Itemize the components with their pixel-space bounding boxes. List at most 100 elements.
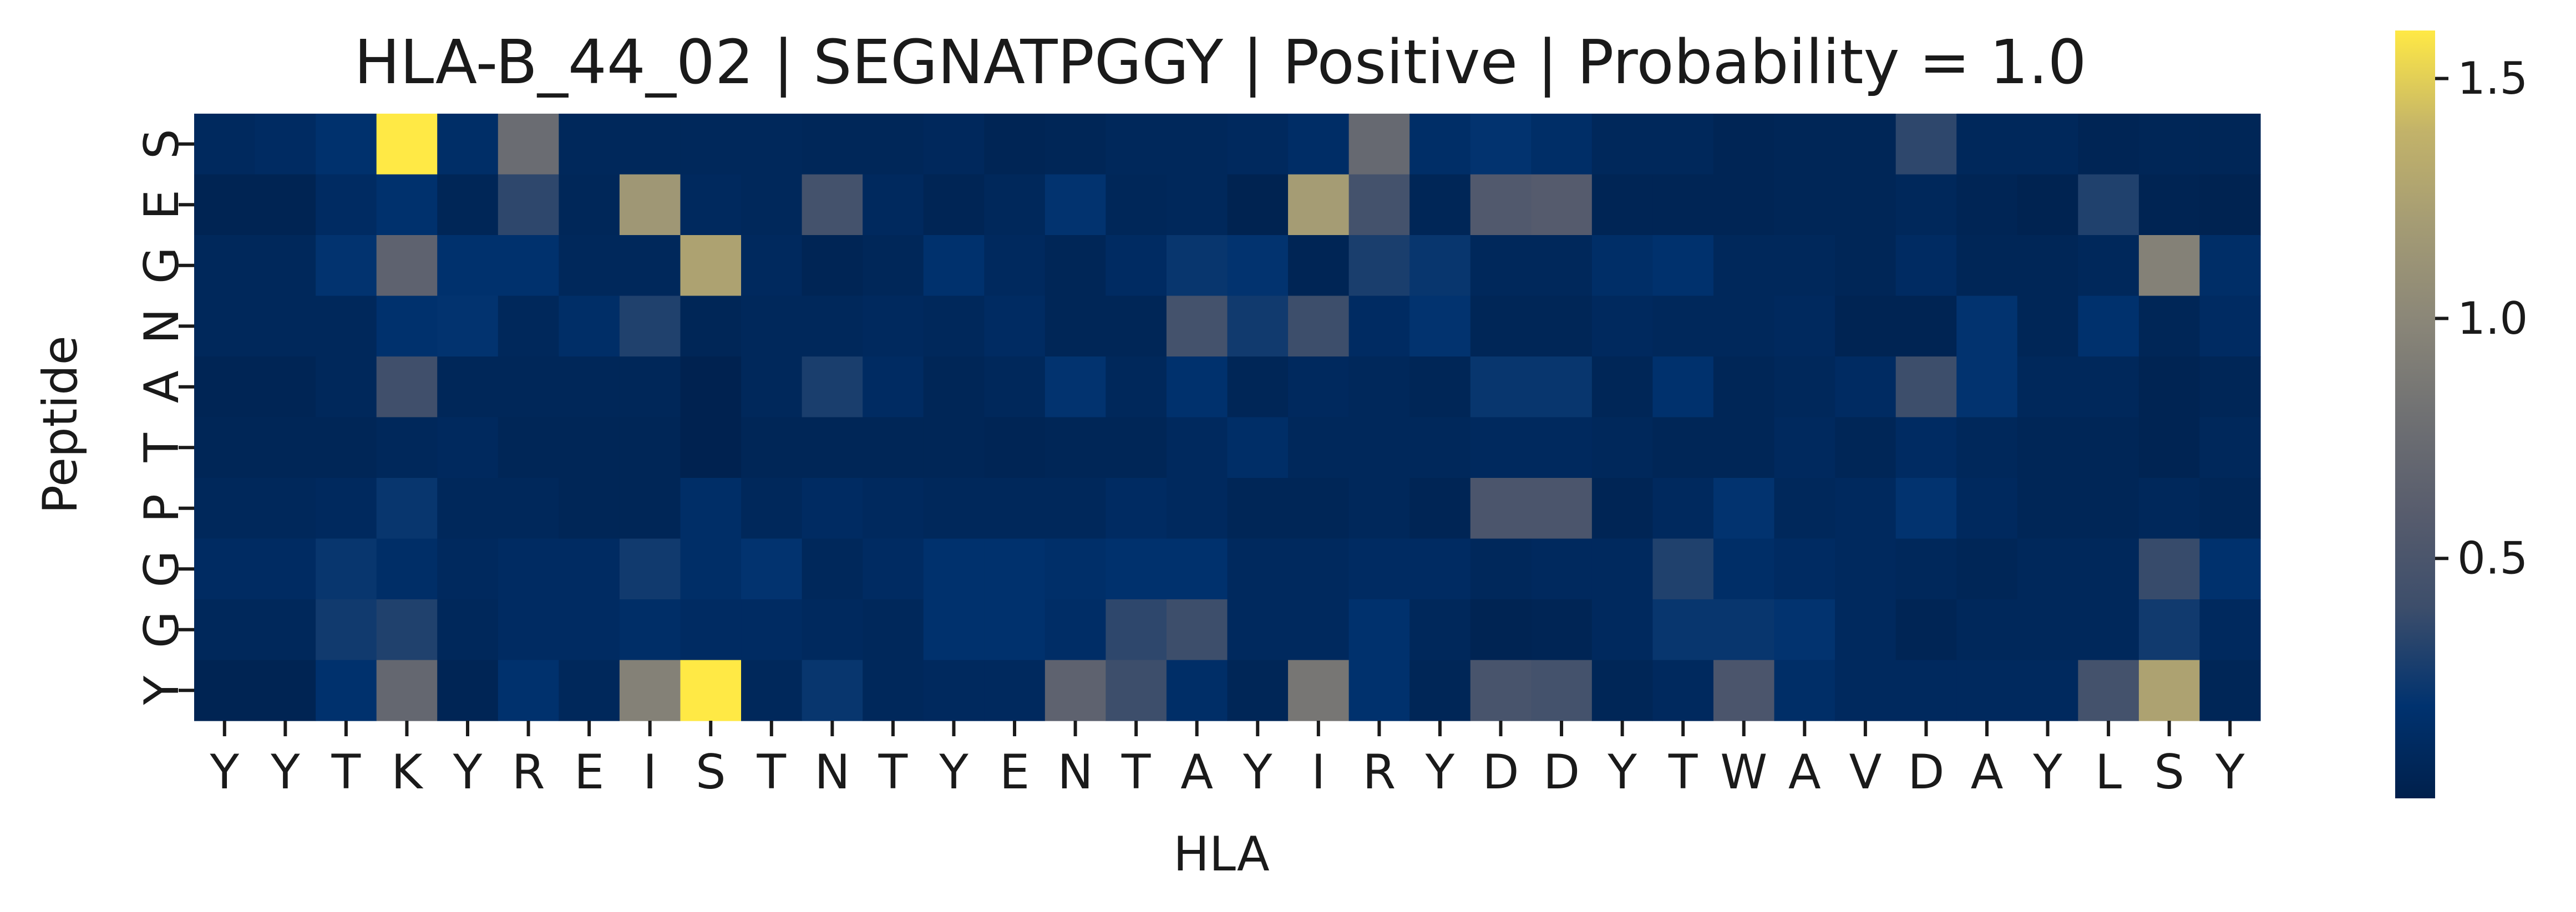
heatmap-cell — [1409, 235, 1471, 297]
heatmap-cell — [802, 538, 863, 600]
heatmap-cell — [2138, 417, 2200, 478]
heatmap-cell — [498, 235, 559, 297]
heatmap-cell — [316, 417, 377, 478]
heatmap-cell — [1835, 599, 1896, 661]
heatmap-cell — [802, 235, 863, 297]
heatmap-cell — [741, 417, 803, 478]
heatmap-cell — [1288, 174, 1350, 236]
heatmap-cell — [1227, 114, 1289, 175]
heatmap-cell — [1166, 599, 1228, 661]
heatmap-cell — [1044, 235, 1106, 297]
heatmap-cell — [376, 295, 438, 357]
heatmap-cell — [1652, 174, 1714, 236]
heatmap-cell — [923, 356, 985, 418]
heatmap-cell — [1166, 235, 1228, 297]
heatmap-cell — [1166, 356, 1228, 418]
heatmap-cell — [2017, 295, 2078, 357]
heatmap-cell — [316, 478, 377, 539]
heatmap-cell — [1288, 478, 1350, 539]
heatmap-cell — [1288, 235, 1350, 297]
heatmap-cell — [923, 599, 985, 661]
heatmap-cell — [1409, 356, 1471, 418]
heatmap-cell — [2017, 356, 2078, 418]
colorbar — [2395, 30, 2435, 798]
y-axis-ticks: SEGNATPGGY — [134, 129, 194, 706]
x-tick-label: T — [331, 745, 361, 800]
heatmap-cell — [984, 114, 1046, 175]
heatmap-cell — [1348, 599, 1410, 661]
heatmap-cell — [376, 235, 438, 297]
heatmap-cell — [2017, 478, 2078, 539]
heatmap-cell — [680, 114, 742, 175]
x-tick-label: W — [1720, 745, 1767, 800]
heatmap-cell — [1227, 538, 1289, 600]
heatmap-cell — [1774, 660, 1835, 721]
heatmap-cell — [1895, 295, 1957, 357]
heatmap-cell — [1106, 599, 1167, 661]
heatmap-cell — [2078, 114, 2139, 175]
heatmap-cell — [680, 660, 742, 721]
heatmap-cell — [437, 417, 499, 478]
heatmap-cell — [863, 114, 924, 175]
heatmap-cell — [1348, 295, 1410, 357]
heatmap-cell — [802, 114, 863, 175]
heatmap-cell — [1895, 174, 1957, 236]
heatmap-cell — [863, 174, 924, 236]
x-tick-label: Y — [1607, 745, 1637, 800]
heatmap-cell — [680, 538, 742, 600]
heatmap-cell — [1227, 356, 1289, 418]
heatmap-cell — [2078, 356, 2139, 418]
heatmap-cell — [619, 538, 681, 600]
heatmap-cell — [1956, 538, 2018, 600]
x-tick-label: A — [1180, 745, 1213, 800]
heatmap-cell — [984, 417, 1046, 478]
chart-title: HLA-B_44_02 | SEGNATPGGY | Positive | Pr… — [354, 27, 2086, 98]
heatmap-cell — [316, 114, 377, 175]
heatmap-cell — [680, 235, 742, 297]
heatmap-cell — [316, 174, 377, 236]
heatmap-cell — [680, 599, 742, 661]
heatmap-cell — [1713, 356, 1775, 418]
heatmap-cell — [498, 295, 559, 357]
heatmap-cell — [1044, 174, 1106, 236]
heatmap-cell — [741, 599, 803, 661]
heatmap-cell — [1713, 114, 1775, 175]
heatmap-cell — [1106, 417, 1167, 478]
heatmap-cell — [619, 660, 681, 721]
heatmap-cell — [1713, 599, 1775, 661]
heatmap-cell — [1591, 114, 1654, 175]
heatmap-cell — [559, 599, 620, 661]
heatmap-cell — [1044, 478, 1106, 539]
heatmap-cell — [1591, 356, 1654, 418]
heatmap-cell — [863, 599, 924, 661]
x-tick-label: A — [1788, 745, 1821, 800]
x-axis-label: HLA — [1173, 827, 1270, 882]
heatmap-cell — [1531, 417, 1593, 478]
heatmap-cell — [1470, 599, 1532, 661]
heatmap-cell — [316, 356, 377, 418]
heatmap-cell — [1166, 660, 1228, 721]
heatmap-cell — [559, 538, 620, 600]
heatmap-cell — [802, 174, 863, 236]
heatmap-cell — [2199, 295, 2261, 357]
heatmap-cell — [1227, 174, 1289, 236]
heatmap-cell — [1044, 295, 1106, 357]
heatmap-cell — [1713, 478, 1775, 539]
heatmap-cell — [1470, 114, 1532, 175]
x-tick-label: K — [391, 745, 424, 800]
heatmap-cell — [619, 478, 681, 539]
heatmap-cell — [923, 417, 985, 478]
heatmap-cell — [863, 660, 924, 721]
heatmap-cell — [1227, 235, 1289, 297]
heatmap-cell — [1835, 114, 1896, 175]
x-tick-label: S — [2154, 745, 2184, 800]
heatmap-cell — [1348, 174, 1410, 236]
heatmap-cell — [1835, 538, 1896, 600]
heatmap-cell — [863, 417, 924, 478]
heatmap-cell — [1835, 660, 1896, 721]
heatmap-cell — [1288, 114, 1350, 175]
heatmap-cell — [1774, 235, 1835, 297]
heatmap-cell — [923, 538, 985, 600]
heatmap-cell — [1652, 599, 1714, 661]
heatmap-cell — [2017, 538, 2078, 600]
